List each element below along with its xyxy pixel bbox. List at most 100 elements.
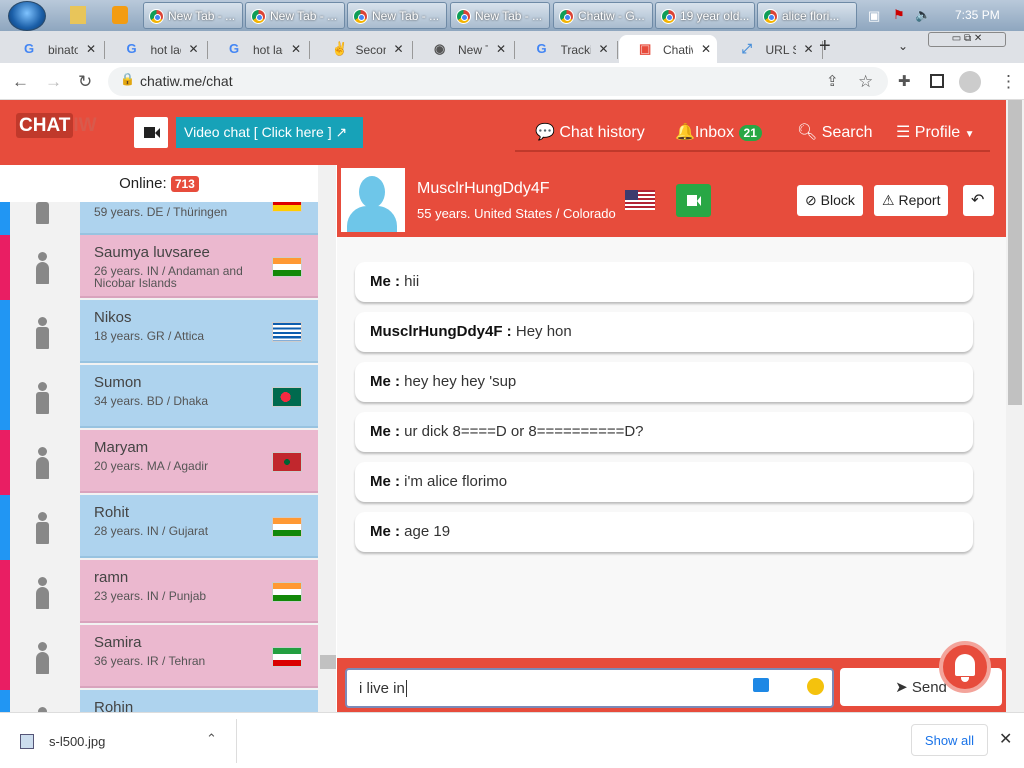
browser-tab[interactable]: Gbinatone ✕ bbox=[4, 35, 102, 63]
tab-label: URL Sh bbox=[765, 43, 796, 57]
start-button[interactable] bbox=[8, 1, 46, 31]
share-icon[interactable]: ⇪ bbox=[826, 73, 839, 90]
close-tab-icon[interactable]: ✕ bbox=[803, 42, 814, 56]
browser-tab[interactable]: ⤢ URL Sh ✕ bbox=[722, 35, 820, 63]
video-call-button[interactable] bbox=[676, 184, 711, 217]
taskbar-task[interactable]: New Tab - ... bbox=[143, 2, 243, 29]
user-card[interactable]: Saumya luvsaree 26 years. IN / Andaman an… bbox=[80, 235, 318, 298]
close-tab-icon[interactable]: ✕ bbox=[495, 42, 506, 56]
user-card[interactable]: Sumon 34 years. BD / Dhaka bbox=[80, 365, 318, 428]
user-list-item[interactable]: Samira 36 years. IR / Tehran bbox=[0, 625, 318, 690]
reload-icon[interactable]: ↻ bbox=[78, 72, 93, 91]
user-list-scroll-thumb[interactable] bbox=[320, 655, 336, 669]
report-button[interactable]: ⚠ Report bbox=[874, 185, 949, 216]
task-label: New Tab - ... bbox=[168, 9, 236, 23]
block-button[interactable]: ⊘ Block bbox=[797, 185, 863, 216]
partner-name[interactable]: MusclrHungDdy4F bbox=[417, 180, 550, 197]
message-text: ur dick 8====D or 8==========D? bbox=[404, 423, 644, 440]
video-chat-button[interactable]: Video chat [ Click here ] ↗ bbox=[176, 117, 363, 148]
menu-kebab-icon[interactable]: ⋮ bbox=[1000, 72, 1017, 91]
forward-icon[interactable]: → bbox=[45, 72, 62, 91]
user-card[interactable]: Rohit 28 years. IN / Gujarat bbox=[80, 495, 318, 558]
chatiw-logo[interactable]: CHAT IW bbox=[16, 113, 97, 149]
browser-tab[interactable]: ◉ New Tab ✕ bbox=[414, 35, 512, 63]
user-list-item[interactable]: Maryam 20 years. MA / Agadir bbox=[0, 430, 318, 495]
browser-tab[interactable]: G Tracking ✕ bbox=[517, 35, 615, 63]
clock: 7:35 PM bbox=[955, 8, 1000, 22]
site-header: CHAT IW Video chat [ Click here ] ↗ 💬 Cha… bbox=[0, 100, 1008, 165]
user-card[interactable]: Nikos 18 years. GR / Attica bbox=[80, 300, 318, 363]
window-controls[interactable]: ▭ ⧉ ✕ bbox=[928, 32, 1006, 47]
user-card[interactable]: Rohin bbox=[80, 690, 318, 712]
new-tab-button[interactable]: + bbox=[819, 35, 831, 57]
user-list-item[interactable]: 59 years. DE / Thüringen bbox=[0, 192, 318, 235]
taskbar-task[interactable]: New Tab - ... bbox=[245, 2, 345, 29]
close-download-bar-icon[interactable]: ✕ bbox=[999, 731, 1013, 748]
back-icon[interactable]: ← bbox=[12, 72, 29, 91]
close-tab-icon[interactable]: ✕ bbox=[188, 42, 199, 56]
side-panel-icon[interactable] bbox=[930, 74, 944, 88]
user-card[interactable]: 59 years. DE / Thüringen bbox=[80, 192, 318, 235]
user-list-item[interactable]: Saumya luvsaree 26 years. IN / Andaman an… bbox=[0, 235, 318, 300]
flag-alert-icon[interactable]: ⚑ bbox=[893, 7, 905, 22]
browser-tab[interactable]: ✌ Second ✕ bbox=[312, 35, 410, 63]
user-name: Rohin bbox=[94, 699, 134, 712]
show-all-button[interactable]: Show all bbox=[911, 724, 988, 756]
close-tab-icon[interactable]: ✕ bbox=[85, 42, 96, 56]
user-card[interactable]: Maryam 20 years. MA / Agadir bbox=[80, 430, 318, 493]
link-favicon-icon: ⤢ bbox=[741, 41, 752, 56]
chat-bubbles-icon: 💬 bbox=[535, 124, 555, 141]
bookmark-star-icon[interactable]: ☆ bbox=[858, 72, 874, 91]
close-tab-icon[interactable]: ✕ bbox=[598, 42, 609, 56]
tab-separator bbox=[616, 41, 618, 59]
search-icon: 🔍︎ bbox=[797, 124, 818, 141]
page-scroll-thumb[interactable] bbox=[1008, 100, 1022, 405]
taskbar-task[interactable]: New Tab - ... bbox=[347, 2, 447, 29]
explorer-icon[interactable] bbox=[70, 6, 86, 24]
tab-search-chevron-icon[interactable]: ⌄ bbox=[898, 39, 909, 53]
lock-icon: 🔒 bbox=[120, 72, 135, 86]
download-item[interactable]: s-l500.jpg bbox=[49, 734, 106, 749]
taskbar-task[interactable]: Chatiw - G... bbox=[553, 2, 653, 29]
partner-avatar[interactable] bbox=[341, 168, 405, 232]
inbox-link[interactable]: 🔔Inbox 21 bbox=[675, 122, 762, 142]
media-player-icon[interactable] bbox=[112, 6, 128, 24]
close-tab-icon[interactable]: ✕ bbox=[393, 42, 404, 56]
user-list-item[interactable]: Rohit 28 years. IN / Gujarat bbox=[0, 495, 318, 560]
extensions-icon[interactable]: ✚ bbox=[898, 73, 911, 90]
back-reply-button[interactable]: ↶ bbox=[963, 185, 994, 216]
url-input[interactable]: 🔒 chatiw.me/chat bbox=[108, 67, 888, 96]
close-tab-icon[interactable]: ✕ bbox=[290, 42, 301, 56]
taskbar-task[interactable]: 19 year old... bbox=[655, 2, 755, 29]
user-card[interactable]: ramn 23 years. IN / Punjab bbox=[80, 560, 318, 623]
tab-label: Second bbox=[355, 43, 386, 57]
user-list-item[interactable]: Sumon 34 years. BD / Dhaka bbox=[0, 365, 318, 430]
profile-dropdown[interactable]: ☰ Profile ▼ bbox=[896, 122, 975, 142]
user-list-item[interactable]: Nikos 18 years. GR / Attica bbox=[0, 300, 318, 365]
user-card[interactable]: Samira 36 years. IR / Tehran bbox=[80, 625, 318, 688]
user-list-scrollbar[interactable] bbox=[318, 165, 336, 712]
emoji-icon[interactable] bbox=[807, 678, 824, 695]
search-link[interactable]: 🔍︎ Search bbox=[797, 122, 872, 142]
tab-separator bbox=[411, 41, 413, 59]
user-list-item[interactable]: ramn 23 years. IN / Punjab bbox=[0, 560, 318, 625]
chat-history-link[interactable]: 💬 Chat history bbox=[535, 122, 645, 142]
close-tab-icon[interactable]: ✕ bbox=[700, 42, 711, 56]
video-camera-button[interactable] bbox=[134, 117, 168, 148]
message-list: Me : hii MusclrHungDdy4F : Hey hon Me : he… bbox=[355, 262, 973, 562]
volume-icon[interactable]: 🔈 bbox=[915, 7, 932, 22]
download-chevron-up-icon[interactable]: ⌃ bbox=[206, 731, 217, 746]
user-list-item[interactable]: Rohin bbox=[0, 690, 318, 712]
profile-avatar-icon[interactable] bbox=[959, 71, 981, 93]
taskbar-task[interactable]: alice flori... bbox=[757, 2, 857, 29]
user-info: 28 years. IN / Gujarat bbox=[94, 524, 209, 538]
network-icon[interactable]: ▣ bbox=[868, 8, 881, 23]
notification-bell-button[interactable] bbox=[939, 641, 991, 693]
browser-tab[interactable]: ▣ Chatiw ✕ bbox=[619, 35, 717, 63]
image-upload-icon[interactable] bbox=[753, 678, 769, 692]
message-input[interactable]: i live in bbox=[345, 668, 834, 708]
taskbar-task[interactable]: New Tab - ... bbox=[450, 2, 550, 29]
profile-label: Profile bbox=[914, 124, 961, 141]
